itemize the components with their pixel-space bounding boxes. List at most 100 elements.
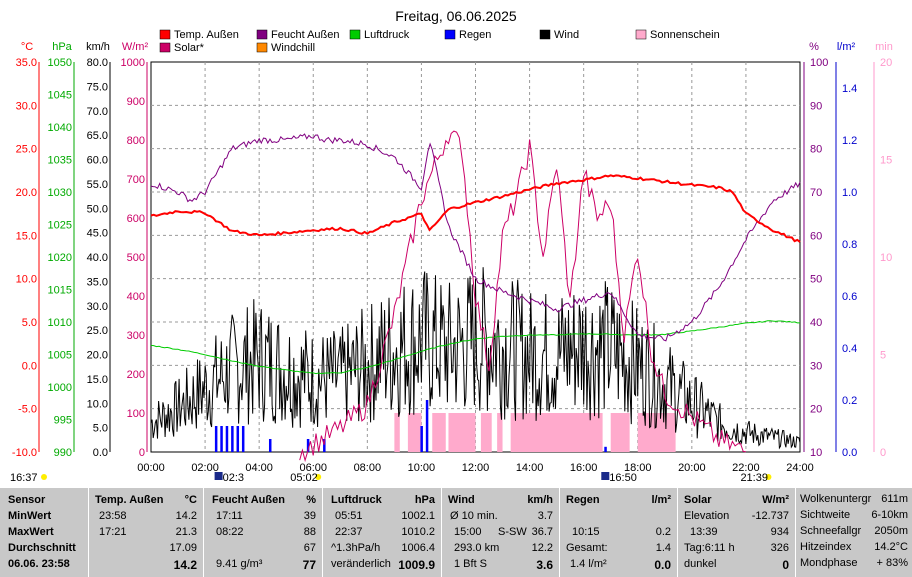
axis-tick-label: 40.0 [87,252,108,264]
x-tick-label: 00:00 [137,462,165,474]
axis-tick-label: 1020 [48,252,72,264]
moon-phase-label: Mondphase [800,557,858,569]
elevation-value: -12.737 [751,510,789,522]
pressure-max-time: 22:37 [335,526,363,538]
solar-avg-value: 326 [770,542,789,554]
rain-bar [604,446,607,452]
rain-bar [220,426,223,452]
legend-swatch [635,29,647,40]
axis-tick-label: 65.0 [87,130,108,142]
daylight-duration: Tag:6:11 h [684,542,735,554]
legend-label: Temp. Außen [174,29,239,41]
temp-header: Temp. Außen [95,494,164,506]
axis-tick-label: 500 [127,252,145,264]
axis-tick-label: 10 [880,252,892,264]
legend-label: Sonnenschein [650,29,720,41]
axis-tick-label: 1.2 [842,135,857,147]
axis-tick-label: 25.0 [16,144,37,156]
series-line [150,133,801,342]
temp-min-time: 23:58 [99,510,127,522]
axis-tick-label: 45.0 [87,228,108,240]
sunshine-bar [394,413,400,452]
pressure-min-value: 1002.1 [401,510,435,522]
legend-label: Luftdruck [364,29,410,41]
x-axis: 00:00 02:00 04:00 06:00 08:00 10:00 12:00 14:00… [137,462,814,474]
series-line [299,130,746,463]
wind-max-time: 15:00 [454,526,482,538]
axis-tick-label: 995 [54,415,72,427]
axis-tick-label: 35.0 [16,57,37,69]
axis-tick-label: 800 [127,135,145,147]
axis-tick-label: 0.2 [842,395,857,407]
legend-swatch [256,42,268,53]
axis-tick-label: 40 [810,317,822,329]
pressure-forecast: veränderlich [331,558,391,570]
x-tick-label: 16:00 [570,462,598,474]
moon-icon [214,472,223,480]
axis-tick-label: 60 [810,230,822,242]
legend-label: Wind [554,29,579,41]
x-tick-label: 06:00 [299,462,327,474]
rain-total-value: 1.4 [655,542,671,554]
wind-max-direction: S-SW [498,526,527,538]
extra-column: Wolkenuntergr 611m Sichtweite 6-10km Schne… [796,488,912,577]
axis-tick-label: 700 [127,174,145,186]
axis-tick-label: 70.0 [87,106,108,118]
axis-tick-label: 1.0 [842,187,857,199]
axis-tick-label: 80.0 [87,57,108,69]
rain-header: Regen [566,494,600,506]
wind-beaufort: 1 Bft S [454,558,488,570]
axis-tick-label: 30.0 [16,100,37,112]
humidity-max-time: 08:22 [216,526,244,538]
axis-tick-label: 1000 [121,57,145,69]
marker-label: 05:02 [290,472,318,484]
axis-unit: hPa [52,41,72,53]
axis-tick-label: 10 [810,447,822,459]
left-axes: 35.0 30.0 25.0 20.0 15.0 10.0 5.0 0.0 -5.0 -10.0 °… [12,41,149,459]
axis-tick-label: 0 [880,447,886,459]
moon-icon [601,472,610,480]
temp-max-time: 17:21 [99,526,127,538]
solar-unit: W/m² [762,494,789,506]
absolute-humidity: 9.41 g/m³ [216,558,263,570]
rain-bar [236,426,240,452]
rain-column: Regen l/m² 10:15 0.2 Gesamt: 1.4 1.4 l/m² 0… [560,488,677,577]
statistics-panel: Sensor MinWert MaxWert Durchschnitt 06.0… [0,488,912,577]
axis-tick-label: 1005 [48,350,72,362]
weather-chart: Freitag, 06.06.2025 Temp. Außen Feucht Au… [10,8,893,484]
x-tick-label: 22:00 [732,462,760,474]
x-tick-label: 02:00 [191,462,219,474]
solar-max-time: 13:39 [690,526,718,538]
sunshine-bar [497,413,503,452]
rain-bar [231,426,234,452]
rain-day-total: 1.4 l/m² [570,558,607,570]
x-tick-label: 18:00 [624,462,652,474]
rain-bar [425,400,429,452]
axis-tick-label: 1050 [48,57,72,69]
axis-tick-label: 100 [810,57,828,69]
axis-tick-label: 50.0 [87,203,108,215]
avg-label: Durchschnitt [8,542,76,554]
legend-swatch [159,42,171,53]
axis-tick-label: 60.0 [87,155,108,167]
sunshine-bar [407,413,422,452]
wind-line [150,267,801,450]
wind-avg-value: 3.7 [537,510,553,522]
axis-tick-label: 5 [880,350,886,362]
sun-icon [315,474,322,480]
current-label: 06.06. 23:58 [8,558,70,570]
humidity-avg-value: 67 [303,542,316,554]
humidity-header: Feucht Außen [212,494,285,506]
legend-swatch [159,29,171,40]
rain-max-time: 10:15 [572,526,600,538]
marker-label: 16:37 [10,472,38,484]
wind-unit: km/h [527,494,553,506]
axis-tick-label: 1040 [48,122,72,134]
humidity-current-value: 77 [302,558,316,572]
pressure-max-value: 1010.2 [401,526,435,538]
axis-tick-label: 20 [810,404,822,416]
pressure-trend: ^1.3hPa/h [331,542,381,554]
axis-tick-label: 400 [127,291,145,303]
sunshine-bar [480,413,492,452]
axis-unit: W/m² [122,41,149,53]
